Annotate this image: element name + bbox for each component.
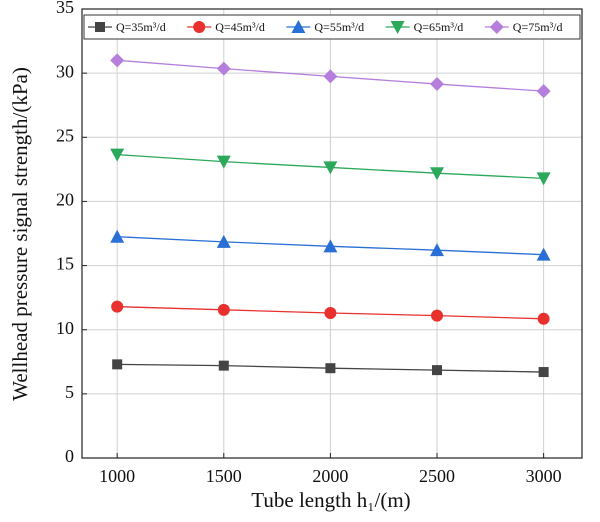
marker — [216, 234, 231, 248]
x-axis-label: Tube length h₁/(m) — [251, 488, 410, 512]
marker — [432, 365, 443, 376]
legend-label: Q=45m³/d — [215, 20, 265, 34]
marker — [323, 161, 338, 175]
marker — [323, 69, 338, 84]
marker — [390, 21, 405, 34]
y-tick-label: 35 — [56, 0, 74, 17]
marker — [291, 20, 306, 33]
y-tick-label: 15 — [56, 254, 74, 274]
y-tick-label: 5 — [65, 382, 74, 402]
marker — [193, 21, 206, 33]
marker — [536, 172, 551, 186]
legend-label: Q=55m³/d — [314, 20, 364, 34]
x-tick-label: 2500 — [419, 466, 455, 486]
legend-label: Q=75m³/d — [513, 20, 563, 34]
y-tick-label: 20 — [56, 190, 74, 210]
legend-label: Q=65m³/d — [414, 20, 464, 34]
marker — [430, 167, 445, 181]
marker — [110, 53, 125, 68]
y-tick-label: 0 — [65, 446, 74, 466]
y-tick-label: 25 — [56, 125, 74, 145]
marker — [110, 229, 125, 243]
marker — [430, 243, 445, 257]
x-tick-label: 2000 — [312, 466, 348, 486]
y-tick-label: 30 — [56, 61, 74, 81]
marker — [538, 367, 549, 378]
marker — [489, 20, 504, 34]
marker — [323, 239, 338, 253]
marker — [325, 363, 336, 374]
marker — [95, 22, 105, 32]
marker — [430, 77, 445, 92]
marker — [218, 360, 229, 371]
x-tick-label: 1000 — [99, 466, 135, 486]
marker — [537, 312, 550, 325]
marker — [324, 307, 337, 320]
x-tick-label: 3000 — [526, 466, 562, 486]
plot-frame — [81, 8, 583, 459]
marker — [216, 61, 231, 76]
marker — [217, 303, 230, 316]
marker — [111, 300, 124, 313]
legend-label: Q=35m³/d — [116, 20, 166, 34]
y-axis-label: Wellhead pressure signal strength/(kPa) — [8, 67, 32, 401]
marker — [216, 155, 231, 169]
marker — [536, 247, 551, 261]
y-tick-label: 10 — [56, 318, 74, 338]
legend: Q=35m³/d Q=45m³/d Q=55m³/d Q=65m³/d Q=75m³/d — [83, 14, 581, 40]
x-tick-label: 1500 — [206, 466, 242, 486]
marker — [112, 359, 123, 370]
marker — [110, 148, 125, 162]
marker — [431, 309, 444, 322]
marker — [536, 84, 551, 99]
